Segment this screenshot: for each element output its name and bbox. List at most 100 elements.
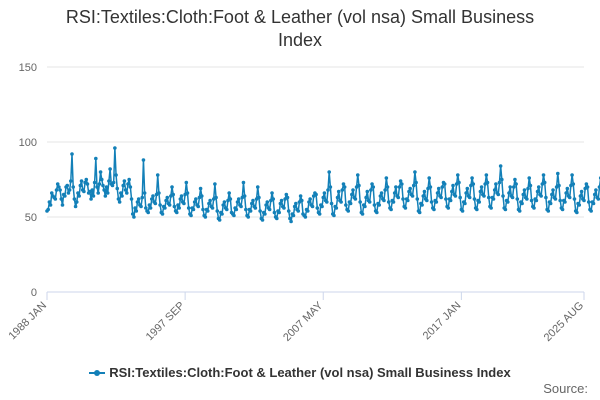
- data-point-37: [89, 197, 93, 201]
- data-point-261: [355, 173, 360, 177]
- data-point-297: [398, 179, 403, 183]
- data-point-262: [357, 183, 361, 188]
- data-point-129: [198, 186, 203, 191]
- data-point-405: [527, 176, 532, 180]
- data-point-185: [265, 200, 270, 204]
- data-point-207: [291, 213, 296, 218]
- y-tick-label-0: 0: [31, 287, 37, 299]
- data-point-454: [585, 185, 590, 189]
- data-point-295: [396, 195, 401, 200]
- data-point-346: [457, 180, 461, 185]
- data-point-85: [146, 210, 151, 215]
- data-point-204: [288, 216, 292, 221]
- data-point-269: [365, 189, 370, 194]
- data-point-59: [115, 186, 120, 191]
- data-point-88: [149, 197, 154, 201]
- data-point-49: [103, 194, 108, 198]
- data-point-61: [117, 200, 122, 204]
- data-point-460: [592, 192, 597, 197]
- data-point-375: [491, 197, 496, 201]
- data-point-347: [458, 195, 462, 200]
- data-point-10: [57, 185, 61, 189]
- data-point-305: [408, 186, 412, 191]
- data-point-298: [400, 182, 404, 186]
- data-point-23: [72, 197, 77, 201]
- data-point-364: [478, 189, 483, 194]
- data-point-377: [494, 182, 498, 186]
- data-point-265: [360, 212, 365, 216]
- data-point-244: [335, 195, 340, 200]
- data-point-46: [99, 177, 104, 182]
- data-point-118: [185, 191, 190, 195]
- data-point-277: [375, 210, 379, 215]
- source-credit[interactable]: Source:: [543, 381, 588, 396]
- data-point-8: [54, 188, 59, 192]
- data-point-95: [158, 203, 162, 207]
- data-point-371: [486, 195, 491, 200]
- data-point-60: [116, 197, 121, 201]
- data-point-53: [108, 167, 112, 171]
- data-point-72: [130, 212, 135, 216]
- data-point-395: [515, 197, 520, 201]
- data-point-75: [134, 209, 139, 213]
- data-point-418: [542, 180, 547, 185]
- data-point-284: [383, 188, 387, 192]
- data-point-9: [55, 182, 60, 186]
- data-point-313: [417, 210, 422, 215]
- data-point-42: [95, 185, 99, 189]
- data-point-357: [470, 176, 474, 180]
- data-point-419: [544, 195, 548, 200]
- data-point-221: [308, 197, 312, 201]
- data-point-110: [176, 203, 180, 207]
- data-point-139: [210, 206, 215, 210]
- data-point-287: [386, 200, 391, 204]
- data-point-26: [76, 191, 80, 195]
- data-point-214: [300, 198, 304, 203]
- data-point-64: [121, 183, 125, 188]
- data-point-163: [239, 204, 243, 209]
- data-point-332: [440, 185, 445, 189]
- series-layer: [45, 146, 600, 224]
- data-point-13: [60, 203, 65, 207]
- data-point-334: [442, 182, 447, 186]
- data-point-203: [286, 209, 291, 213]
- data-point-337: [446, 206, 451, 210]
- data-point-423: [548, 201, 553, 206]
- data-point-373: [489, 206, 493, 210]
- data-point-48: [102, 188, 106, 192]
- data-point-205: [289, 219, 293, 224]
- data-point-304: [407, 189, 411, 194]
- data-point-382: [500, 177, 504, 182]
- data-point-119: [186, 206, 191, 210]
- data-point-7: [53, 197, 58, 201]
- data-point-292: [392, 191, 397, 195]
- data-point-165: [241, 180, 246, 185]
- data-point-285: [384, 176, 389, 180]
- data-point-184: [264, 203, 268, 207]
- data-point-339: [448, 198, 453, 203]
- data-point-15: [63, 194, 67, 198]
- x-tick-label-4: 2025 AUG: [542, 300, 586, 344]
- data-point-62: [119, 191, 123, 195]
- data-point-39: [91, 194, 96, 198]
- data-point-229: [317, 212, 322, 216]
- data-point-271: [367, 200, 372, 204]
- data-point-393: [513, 177, 517, 182]
- data-point-389: [508, 185, 512, 189]
- data-point-67: [124, 191, 129, 195]
- data-point-91: [153, 201, 158, 206]
- data-point-243: [334, 206, 339, 210]
- data-point-80: [140, 195, 145, 200]
- data-point-361: [475, 207, 479, 212]
- data-point-196: [278, 201, 283, 206]
- data-point-4: [49, 191, 54, 195]
- data-point-94: [157, 191, 161, 195]
- legend[interactable]: RSI:Textiles:Cloth:Foot & Leather (vol n…: [0, 365, 600, 381]
- legend-item[interactable]: RSI:Textiles:Cloth:Foot & Leather (vol n…: [89, 365, 511, 380]
- data-point-281: [379, 191, 384, 195]
- data-point-394: [514, 182, 518, 186]
- data-point-236: [326, 188, 330, 192]
- data-point-436: [564, 191, 568, 195]
- data-point-56: [111, 180, 116, 185]
